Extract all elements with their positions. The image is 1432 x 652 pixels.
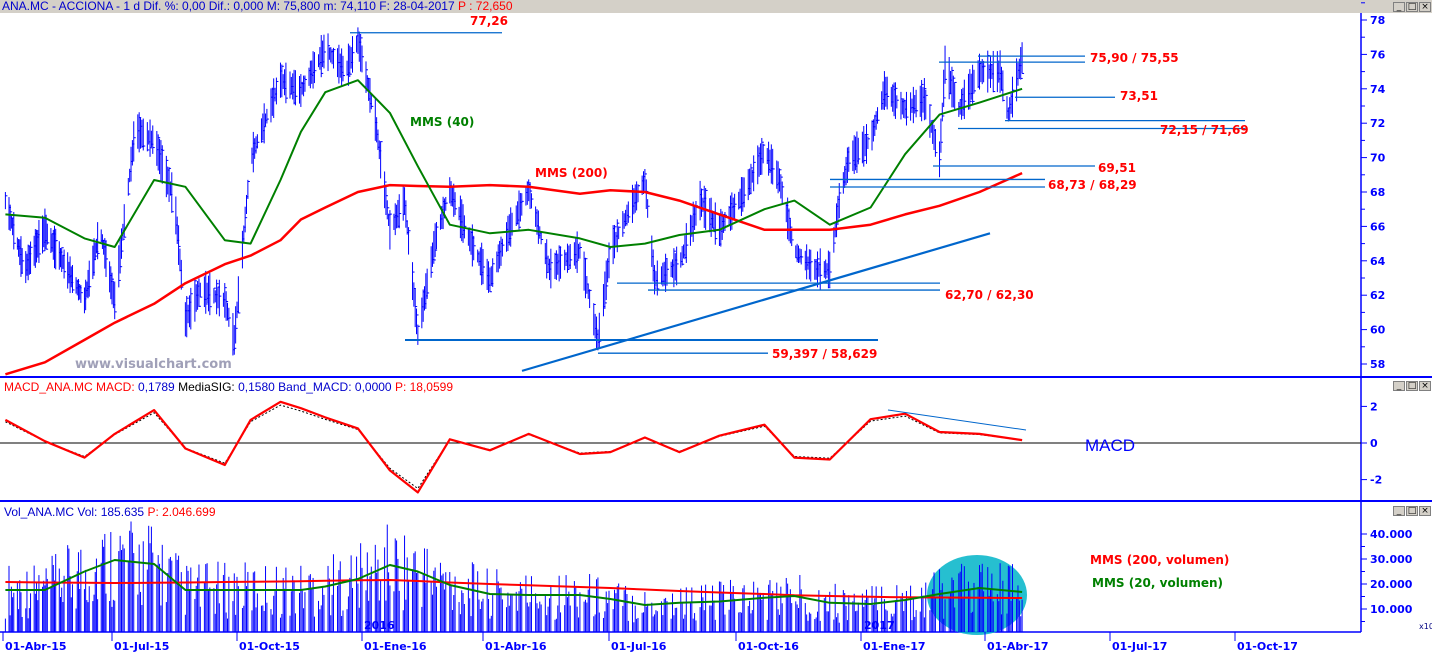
- price-header: ANA.MC - ACCIONA - 1 d Dif. %: 0,00 Dif.…: [2, 0, 513, 13]
- close-button[interactable]: ×: [1419, 506, 1431, 516]
- y-tick-label: 60: [1370, 324, 1386, 337]
- x-tick-label: 01-Ene-17: [863, 640, 926, 652]
- macd-label: MACD: [1085, 436, 1135, 455]
- y-tick-label: 74: [1370, 83, 1386, 96]
- y-tick-label: 64: [1370, 255, 1386, 268]
- vol-mms20-line: [5, 559, 1023, 606]
- x-tick-label: 01-Abr-15: [5, 640, 67, 652]
- minimize-button[interactable]: _: [1393, 381, 1405, 391]
- macd-line: [4, 400, 1023, 494]
- x-tick-label: 01-Oct-16: [738, 640, 799, 652]
- last-price: P : 72,650: [458, 0, 513, 13]
- maximize-button[interactable]: □: [1406, 381, 1418, 391]
- macd-trend-line: [887, 409, 1027, 431]
- macd-name: MACD_ANA.MC MACD:: [4, 380, 135, 394]
- macd-signal-line: [5, 404, 1023, 489]
- volume-value: Vol_ANA.MC Vol: 185.635: [4, 505, 145, 519]
- macd-period: P: 18,0599: [394, 380, 453, 394]
- y-tick-label: 76: [1370, 48, 1386, 61]
- y-tick-label: 62: [1370, 289, 1385, 302]
- price-level-label: 72,15 / 71,69: [1160, 123, 1249, 137]
- price-level-label: 69,51: [1098, 161, 1136, 175]
- y-tick-label: 58: [1370, 358, 1385, 371]
- signal-label: MediaSIG:: [178, 380, 235, 394]
- year-label-2016: 2016: [364, 619, 395, 632]
- price-level-label: 62,70 / 62,30: [945, 288, 1034, 302]
- minimize-button[interactable]: _: [1393, 2, 1405, 12]
- volume-unit-label: x10: [1419, 622, 1432, 631]
- x-tick-label: 01-Oct-15: [239, 640, 300, 652]
- x-tick-label: 01-Jul-17: [1112, 640, 1167, 652]
- price-level-label: 77,26: [470, 14, 508, 28]
- x-tick-label: 01-Abr-16: [485, 640, 547, 652]
- watermark: www.visualchart.com: [75, 357, 232, 372]
- mms200-line: [5, 171, 1023, 376]
- volume-tick-label: 30.000: [1370, 553, 1413, 566]
- x-tick-label: 01-Jul-15: [114, 640, 169, 652]
- macd-value: 0,1789: [138, 380, 175, 394]
- price-level-label: 68,73 / 68,29: [1048, 178, 1137, 192]
- y-tick-label: 70: [1370, 152, 1386, 165]
- volume-tick-label: 10.000: [1370, 603, 1413, 616]
- vol200-label: MMS (200, volumen): [1090, 553, 1229, 567]
- vol20-label: MMS (20, volumen): [1092, 576, 1223, 590]
- price-level-label: 75,90 / 75,55: [1090, 51, 1179, 65]
- x-tick-label: 01-Ene-16: [364, 640, 427, 652]
- instrument-info: ANA.MC - ACCIONA - 1 d Dif. %: 0,00 Dif.…: [2, 0, 455, 13]
- x-tick-label: 01-Oct-17: [1237, 640, 1298, 652]
- band-label: Band_MACD:: [278, 380, 352, 394]
- macd-tick-label: 2: [1370, 400, 1378, 413]
- minimize-button[interactable]: _: [1393, 506, 1405, 516]
- maximize-button[interactable]: □: [1406, 506, 1418, 516]
- price-header-bar: [0, 0, 1432, 13]
- macd-header: MACD_ANA.MC MACD: 0,1789 MediaSIG: 0,158…: [4, 380, 453, 394]
- maximize-button[interactable]: □: [1406, 2, 1418, 12]
- y-tick-label: 72: [1370, 117, 1385, 130]
- volume-header: Vol_ANA.MC Vol: 185.635 P: 2.046.699: [4, 505, 216, 519]
- macd-tick-label: -2: [1370, 474, 1382, 487]
- volume-tick-label: 40.000: [1370, 528, 1413, 541]
- vol-mms200-line: [5, 579, 1023, 599]
- mms40-line: [5, 79, 1023, 248]
- x-tick-label: 01-Jul-16: [611, 640, 667, 652]
- mms40-label: MMS (40): [410, 115, 474, 129]
- volume-tick-label: 20.000: [1370, 578, 1413, 591]
- macd-tick-label: 0: [1370, 437, 1378, 450]
- y-tick-label: 66: [1370, 220, 1386, 233]
- price-level-label: 59,397 / 58,629: [772, 347, 877, 361]
- y-tick-label: 68: [1370, 186, 1385, 199]
- trend-line: [521, 232, 991, 372]
- year-label-2017: 2017: [864, 619, 895, 632]
- price-level-label: 73,51: [1120, 89, 1158, 103]
- signal-value: 0,1580: [238, 380, 275, 394]
- y-tick-label: 78: [1370, 14, 1385, 27]
- close-button[interactable]: ×: [1419, 381, 1431, 391]
- band-value: 0,0000: [354, 380, 392, 394]
- close-button[interactable]: ×: [1419, 2, 1431, 12]
- mms200-label: MMS (200): [535, 166, 608, 180]
- x-tick-label: 01-Abr-17: [987, 640, 1049, 652]
- volume-period: P: 2.046.699: [147, 505, 216, 519]
